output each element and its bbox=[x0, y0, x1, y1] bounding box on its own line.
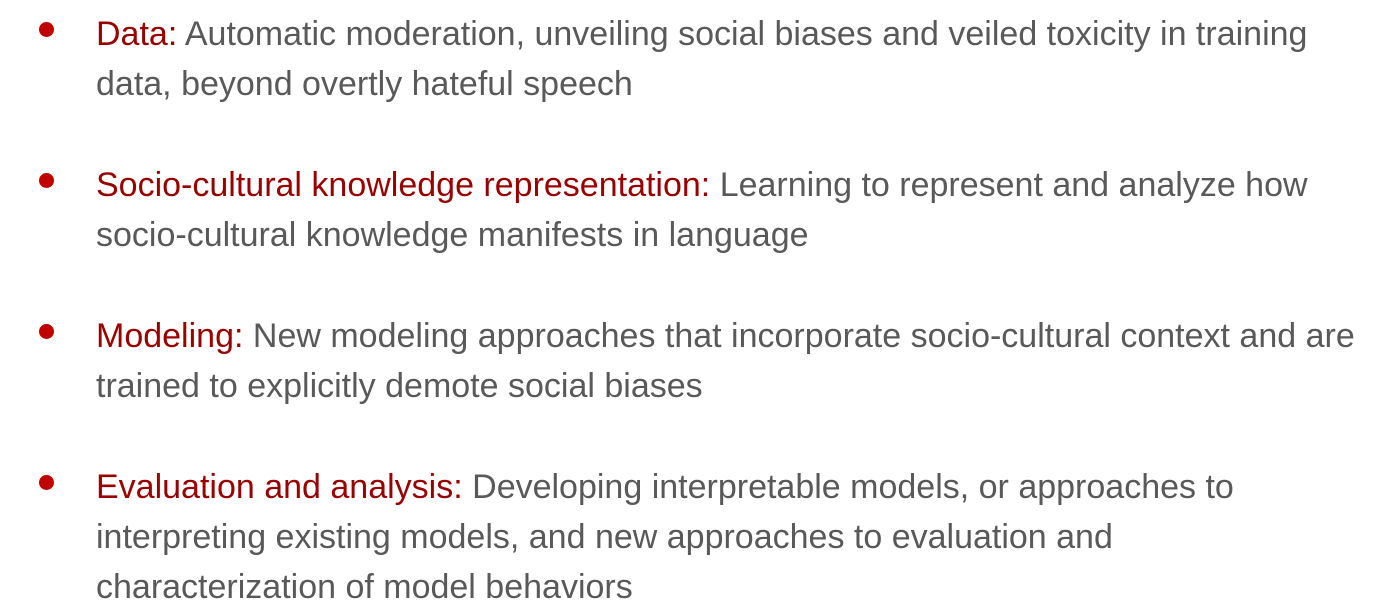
list-item-text: Socio-cultural knowledge representation:… bbox=[96, 160, 1356, 260]
list-item-separator: : bbox=[453, 468, 463, 506]
bullet-dot-icon bbox=[39, 173, 54, 188]
bullet-dot-icon bbox=[39, 475, 54, 490]
list-item-term: Evaluation and analysis bbox=[96, 468, 454, 506]
list-item-separator: : bbox=[167, 15, 178, 53]
bullet-dot-icon bbox=[39, 22, 54, 37]
list-item-separator: : bbox=[233, 317, 244, 355]
bullet-dot-icon bbox=[39, 324, 54, 339]
list-item-term: Data bbox=[96, 15, 168, 53]
list-item-text: Modeling: New modeling approaches that i… bbox=[96, 311, 1356, 411]
list-item-description: Developing interpretable models, or appr… bbox=[96, 468, 1234, 606]
list-item-description: Learning to represent and analyze how so… bbox=[96, 166, 1308, 254]
list-item-description: New modeling approaches that incorporate… bbox=[96, 317, 1355, 405]
list-item-description: Automatic moderation, unveiling social b… bbox=[96, 15, 1308, 103]
list-item-text: Evaluation and analysis: Developing inte… bbox=[96, 462, 1356, 612]
list-item-term: Modeling bbox=[96, 317, 234, 355]
list-item-separator: : bbox=[700, 166, 711, 204]
list-item-text: Data: Automatic moderation, unveiling so… bbox=[96, 9, 1356, 109]
list-item-term: Socio-cultural knowledge representation bbox=[96, 166, 701, 204]
